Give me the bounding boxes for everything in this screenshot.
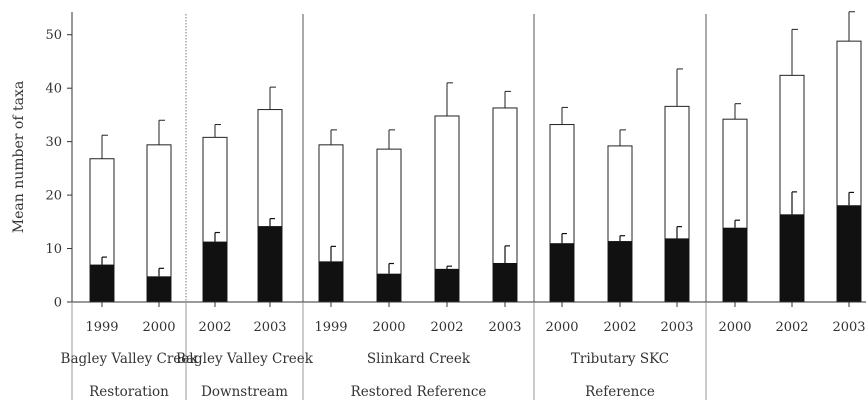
- bar-group: [146, 119, 172, 303]
- x-tick-label: 2000: [545, 320, 578, 335]
- x-tick-label: 2003: [832, 320, 865, 335]
- y-tick-label: 10: [45, 242, 62, 257]
- x-tick-label: 2003: [253, 320, 286, 335]
- dark-bar: [319, 261, 343, 302]
- bar-group: [257, 86, 283, 303]
- x-tick-label: 1999: [314, 320, 347, 335]
- x-tick-label: 2002: [430, 320, 463, 335]
- bar-group: [664, 68, 690, 303]
- site-label: Bagley Valley Creek: [61, 351, 199, 367]
- dark-bar: [147, 276, 171, 302]
- dark-bar: [608, 241, 632, 302]
- y-axis: 0 10 20 30 40 50: [45, 12, 73, 311]
- x-tick-label: 2003: [488, 320, 521, 335]
- category-label: Reference: [585, 384, 655, 400]
- x-tick-label: 2002: [198, 320, 231, 335]
- dark-bar: [258, 226, 282, 302]
- dark-bar: [493, 262, 517, 302]
- site-label: Tributary SKC: [571, 351, 669, 367]
- dark-bar: [723, 227, 747, 302]
- x-tick-label: 2000: [142, 320, 175, 335]
- bar-group: [607, 129, 633, 303]
- bar-group: [549, 106, 575, 303]
- x-tick-label: 2000: [718, 320, 751, 335]
- site-label: Bagley Valley Creek: [176, 351, 314, 367]
- category-label: Restoration: [89, 384, 169, 400]
- x-tick-label: 2002: [603, 320, 636, 335]
- category-label: Restored Reference: [351, 384, 487, 400]
- bar-group: [836, 11, 862, 303]
- y-tick-label: 20: [45, 189, 62, 204]
- y-tick-label: 0: [54, 296, 62, 311]
- bar-group: [318, 129, 344, 303]
- bar-group: [779, 28, 805, 303]
- bar-group: [492, 90, 518, 303]
- dark-bar: [377, 273, 401, 302]
- bar-group: [376, 129, 402, 303]
- x-axis: 1999 2000 2002 2003 1999 2000 2002 2003 2000 2002…: [61, 301, 866, 400]
- y-axis-title: Mean number of taxa: [11, 81, 27, 233]
- bar-group: [202, 124, 228, 303]
- dark-bar: [90, 264, 114, 302]
- x-tick-label: 2000: [372, 320, 405, 335]
- site-label: Slinkard Creek: [367, 351, 471, 367]
- bars: [89, 11, 862, 303]
- x-tick-label: 2002: [775, 320, 808, 335]
- x-tick-label: 2003: [660, 320, 693, 335]
- y-tick-label: 50: [45, 28, 62, 43]
- bar-group: [89, 134, 115, 303]
- bar-group: [722, 103, 748, 303]
- dark-bar: [780, 214, 804, 302]
- dark-bar: [203, 241, 227, 302]
- y-tick-label: 30: [45, 135, 62, 150]
- dark-bar: [435, 268, 459, 302]
- y-tick-label: 40: [45, 82, 62, 97]
- dark-bar: [550, 243, 574, 302]
- dark-bar: [837, 205, 861, 302]
- category-label: Downstream: [201, 384, 288, 400]
- x-tick-label: 1999: [85, 320, 118, 335]
- bar-group: [434, 82, 460, 303]
- plot-dividers: [185, 14, 707, 302]
- dark-bar: [665, 238, 689, 302]
